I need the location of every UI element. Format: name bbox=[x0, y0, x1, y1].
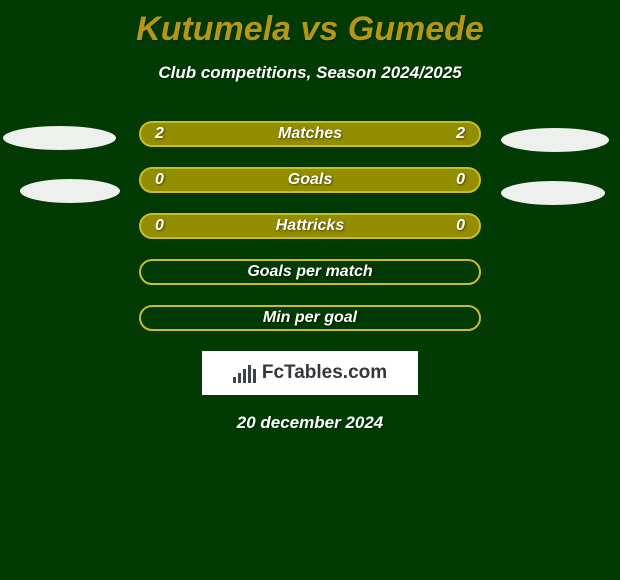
logo-text: FcTables.com bbox=[262, 362, 387, 384]
stat-row-matches: 2 Matches 2 bbox=[139, 121, 481, 147]
page-title: Kutumela vs Gumede bbox=[0, 0, 620, 49]
stat-label: Matches bbox=[278, 125, 342, 143]
stat-left-value: 0 bbox=[155, 171, 164, 189]
stat-label: Hattricks bbox=[276, 217, 344, 235]
stat-right-value: 0 bbox=[456, 171, 465, 189]
stat-row-goals: 0 Goals 0 bbox=[139, 167, 481, 193]
stat-right-value: 2 bbox=[456, 125, 465, 143]
stat-label: Min per goal bbox=[263, 309, 357, 327]
title-vs: vs bbox=[301, 10, 339, 48]
player-right-name: Gumede bbox=[348, 10, 484, 48]
stat-row-min-per-goal: Min per goal bbox=[139, 305, 481, 331]
stat-right-value: 0 bbox=[456, 217, 465, 235]
subtitle: Club competitions, Season 2024/2025 bbox=[0, 63, 620, 83]
stat-row-goals-per-match: Goals per match bbox=[139, 259, 481, 285]
stat-label: Goals per match bbox=[247, 263, 372, 281]
comparison-widget: Kutumela vs Gumede Club competitions, Se… bbox=[0, 0, 620, 580]
chart-icon bbox=[233, 363, 256, 383]
snapshot-date: 20 december 2024 bbox=[0, 413, 620, 433]
stat-row-hattricks: 0 Hattricks 0 bbox=[139, 213, 481, 239]
source-logo[interactable]: FcTables.com bbox=[202, 351, 418, 395]
stat-left-value: 2 bbox=[155, 125, 164, 143]
stats-area: 2 Matches 2 0 Goals 0 0 Hattricks 0 Goal… bbox=[0, 121, 620, 331]
stat-left-value: 0 bbox=[155, 217, 164, 235]
player-left-name: Kutumela bbox=[136, 10, 291, 48]
stat-label: Goals bbox=[288, 171, 332, 189]
